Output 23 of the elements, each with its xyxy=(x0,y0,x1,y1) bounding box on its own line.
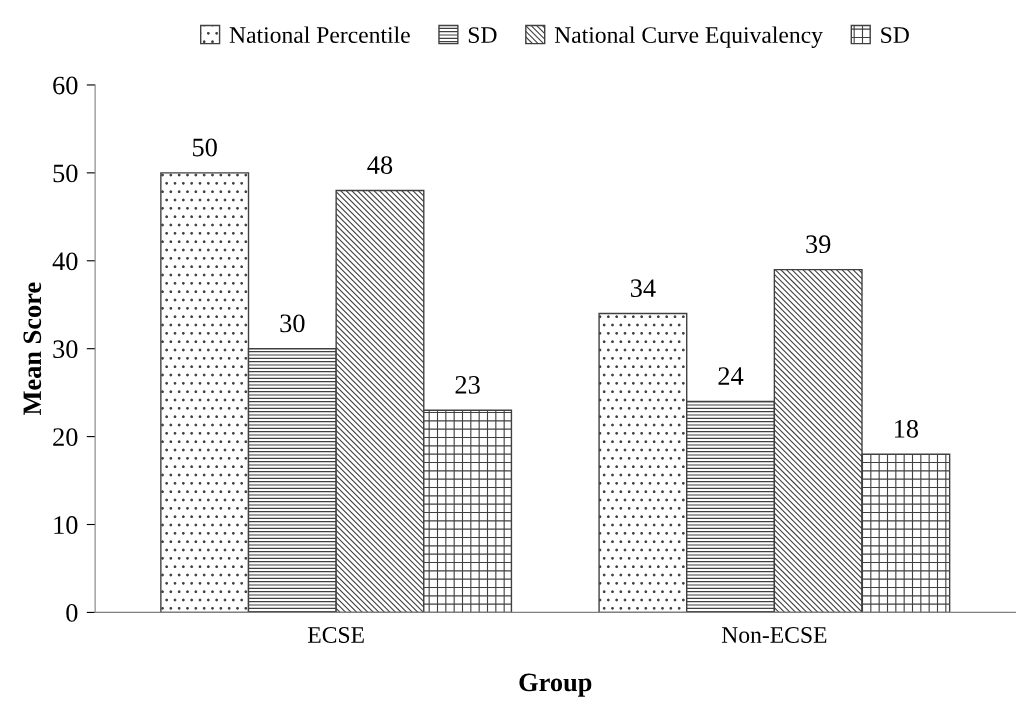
x-tick-label: Non-ECSE xyxy=(721,627,827,643)
legend-label: National Percentile xyxy=(229,26,410,44)
data-label: 34 xyxy=(630,279,656,298)
data-label: 30 xyxy=(280,314,305,333)
legend-label: SD xyxy=(468,27,497,44)
data-label: 39 xyxy=(806,235,831,254)
data-label: 23 xyxy=(455,376,480,394)
legend-label: National Curve Equivalency xyxy=(554,26,823,48)
y-tick-label: 40 xyxy=(52,252,78,271)
x-axis-title: Group xyxy=(519,673,592,697)
data-label: 50 xyxy=(193,138,217,157)
y-axis-title: Mean Score xyxy=(23,282,42,416)
y-tick-label: 10 xyxy=(54,516,78,534)
y-tick-label: 60 xyxy=(53,76,78,95)
y-tick-label: 50 xyxy=(53,164,78,183)
data-label: 48 xyxy=(367,156,393,174)
x-tick-label: ECSE xyxy=(307,627,364,643)
y-tick-label: 0 xyxy=(66,604,78,622)
legend-label: SD xyxy=(881,27,909,44)
data-label: 18 xyxy=(894,419,919,438)
y-tick-label: 30 xyxy=(53,340,78,359)
data-label: 24 xyxy=(718,367,744,385)
y-tick-label: 20 xyxy=(53,428,78,447)
